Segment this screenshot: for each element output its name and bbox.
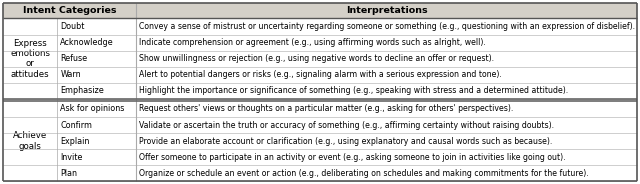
Text: Emphasize: Emphasize (60, 86, 104, 95)
Text: Indicate comprehension or agreement (e.g., using affirming words such as alright: Indicate comprehension or agreement (e.g… (140, 38, 486, 47)
Text: Achieve
goals: Achieve goals (13, 131, 47, 151)
Text: Invite: Invite (60, 153, 83, 162)
Text: Organize or schedule an event or action (e.g., deliberating on schedules and mak: Organize or schedule an event or action … (140, 169, 589, 178)
Text: Provide an elaborate account or clarification (e.g., using explanatory and causa: Provide an elaborate account or clarific… (140, 137, 553, 146)
Bar (3, 51, 637, 67)
Text: Offer someone to participate in an activity or event (e.g., asking someone to jo: Offer someone to participate in an activ… (140, 153, 566, 162)
Text: Validate or ascertain the truth or accuracy of something (e.g., affirming certai: Validate or ascertain the truth or accur… (140, 121, 555, 130)
Bar (3, 83, 637, 99)
Bar (3, 149, 637, 165)
Text: Doubt: Doubt (60, 22, 84, 31)
Bar (3, 67, 637, 83)
Text: Confirm: Confirm (60, 121, 92, 130)
Text: Highlight the importance or significance of something (e.g., speaking with stres: Highlight the importance or significance… (140, 86, 569, 95)
Bar (3, 117, 637, 133)
Text: Explain: Explain (60, 137, 90, 146)
Bar (3, 165, 637, 181)
Bar (3, 35, 637, 51)
Bar (3, 133, 637, 149)
Text: Show unwillingness or rejection (e.g., using negative words to decline an offer : Show unwillingness or rejection (e.g., u… (140, 54, 495, 63)
Text: Ask for opinions: Ask for opinions (60, 105, 125, 114)
Text: Refuse: Refuse (60, 54, 88, 63)
Bar (3, 101, 637, 117)
Text: Plan: Plan (60, 169, 77, 178)
Text: Request others' views or thoughts on a particular matter (e.g., asking for other: Request others' views or thoughts on a p… (140, 105, 514, 114)
Text: Alert to potential dangers or risks (e.g., signaling alarm with a serious expres: Alert to potential dangers or risks (e.g… (140, 70, 502, 79)
Text: Intent Categories: Intent Categories (23, 6, 116, 15)
Text: Interpretations: Interpretations (346, 6, 428, 15)
Bar (3, 18, 637, 35)
Text: Acknowledge: Acknowledge (60, 38, 114, 47)
Text: Convey a sense of mistrust or uncertainty regarding someone or something (e.g., : Convey a sense of mistrust or uncertaint… (140, 22, 636, 31)
Text: Warn: Warn (60, 70, 81, 79)
Text: Express
emotions
or
attitudes: Express emotions or attitudes (10, 38, 50, 79)
Bar (3, 3, 637, 18)
